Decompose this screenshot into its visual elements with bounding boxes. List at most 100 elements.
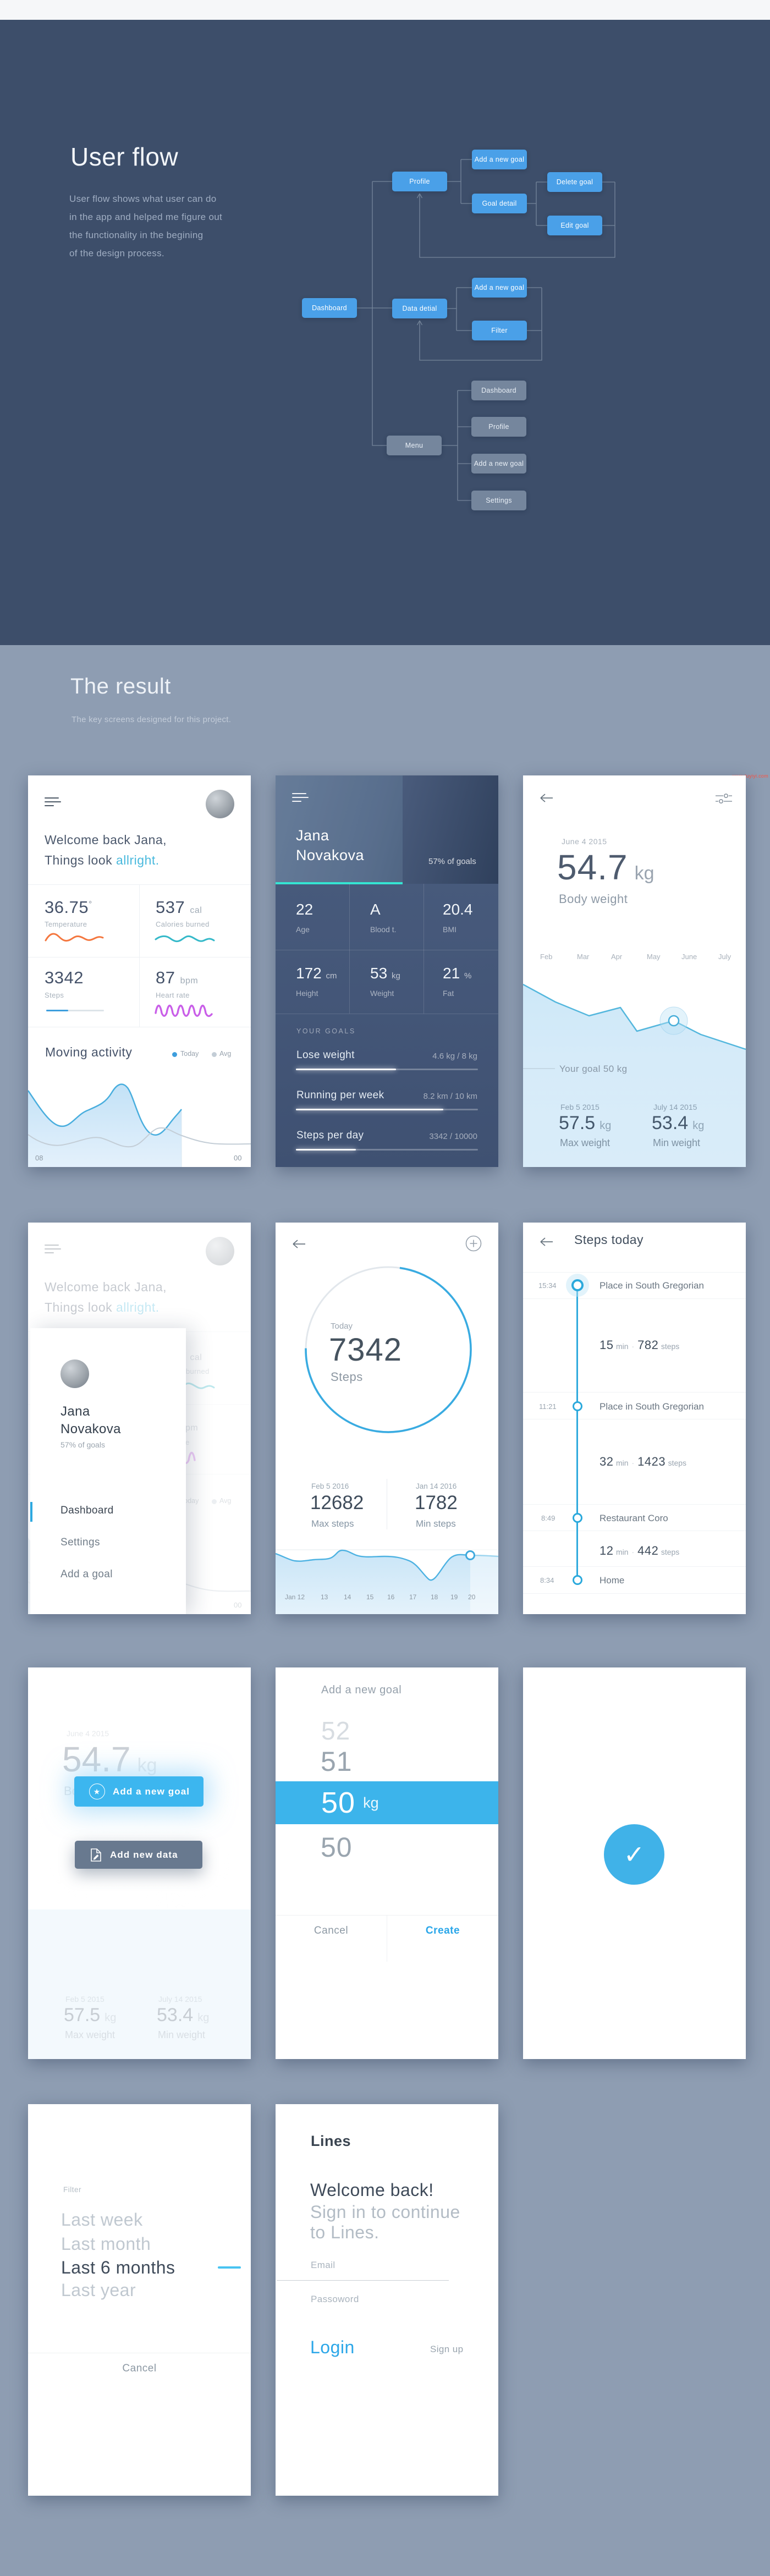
picker-value-above-1[interactable]: 51 (321, 1746, 353, 1777)
add-new-data-button[interactable]: Add new data (75, 1841, 202, 1869)
menu-item-settings[interactable]: Settings (61, 1537, 100, 1548)
hamburger-menu-icon[interactable] (292, 793, 309, 805)
legend-avg-label[interactable]: Avg (219, 1050, 232, 1058)
max-weight-label: Max weight (560, 1137, 610, 1148)
min-weight-label: Min weight (653, 1137, 701, 1148)
calories-value: 537 (156, 898, 185, 917)
weight-date: June 4 2015 (67, 1729, 109, 1738)
filter-tune-icon[interactable] (716, 793, 732, 804)
x-label: 13 (321, 1593, 328, 1601)
goal-name[interactable]: Running per week (296, 1089, 384, 1101)
timeline-point[interactable] (573, 1401, 582, 1411)
selected-option-dash (218, 2266, 241, 2269)
menu-item-dashboard[interactable]: Dashboard (61, 1505, 114, 1516)
entry-place[interactable]: Restaurant Coro (600, 1513, 668, 1523)
filter-option-last-6-months[interactable]: Last 6 months (61, 2258, 175, 2277)
entry-place[interactable]: Place in South Gregorian (600, 1280, 704, 1291)
picker-value-below-1[interactable]: 50 (321, 1832, 353, 1863)
segment-steps: 782 (637, 1338, 659, 1352)
timeline-point[interactable] (573, 1513, 582, 1523)
flow-node-menu: Menu (387, 436, 442, 455)
goal-name[interactable]: Steps per day (296, 1130, 364, 1141)
x-label: 20 (468, 1593, 476, 1601)
hamburger-menu-icon[interactable] (45, 797, 61, 809)
timeline-point[interactable] (571, 1279, 584, 1291)
result-subtitle: The key screens designed for this projec… (72, 715, 232, 724)
flow-node-menu-dashboard: Dashboard (471, 381, 526, 400)
entry-place[interactable]: Place in South Gregorian (600, 1401, 704, 1412)
success-check-circle[interactable]: ✓ (604, 1824, 664, 1885)
back-arrow-icon[interactable] (540, 793, 554, 803)
flow-node-profile: Profile (392, 172, 447, 191)
screen-menu: Welcome back Jana, Things look allright.… (28, 1223, 251, 1614)
entry-place[interactable]: Home (600, 1575, 625, 1586)
filter-option-last-week[interactable]: Last week (61, 2210, 143, 2230)
flowchart-connectors (357, 159, 615, 501)
welcome-line1: Welcome back Jana, (45, 1280, 167, 1294)
profile-header-photo (276, 775, 498, 884)
chart-fill (28, 1909, 251, 2059)
picker-value-above-2[interactable]: 52 (321, 1716, 351, 1745)
temperature-label: Temperature (45, 920, 87, 928)
drawer-avatar[interactable] (61, 1359, 89, 1388)
goal-value: 4.6 kg / 8 kg (432, 1052, 477, 1061)
blood-type-value: A (370, 901, 381, 918)
temperature-stat: 36.75° (45, 898, 92, 917)
heart-rate-value: 87 (156, 968, 175, 987)
signup-link[interactable]: Sign up (430, 2344, 464, 2354)
month-feb[interactable]: Feb (540, 953, 553, 961)
picker-create-button[interactable]: Create (425, 1925, 460, 1936)
back-arrow-icon[interactable] (292, 1239, 306, 1249)
weight-value: 53 kg (370, 965, 400, 982)
goal-name[interactable]: Lose weight (296, 1049, 355, 1061)
x-label: 19 (450, 1593, 458, 1601)
welcome-line2: Things look allright. (45, 1300, 160, 1315)
bmi-label: BMI (443, 925, 457, 934)
legend-avg-dot (212, 1052, 217, 1057)
segment-minutes: 12 (600, 1544, 614, 1557)
x-label: 17 (409, 1593, 417, 1601)
avatar[interactable] (206, 790, 234, 818)
add-new-goal-button[interactable]: ★ Add a new goal (74, 1776, 204, 1807)
filter-option-last-year[interactable]: Last year (61, 2280, 136, 2300)
divider (349, 884, 350, 1014)
password-field[interactable]: Passoword (311, 2294, 359, 2304)
screen-steps-ring: Today 7342 Steps Feb 5 2016 12682 Max st… (276, 1223, 498, 1614)
filter-option-last-month[interactable]: Last month (61, 2234, 151, 2254)
picker-cancel-button[interactable]: Cancel (314, 1925, 349, 1936)
steps-progress-fill (46, 1010, 68, 1011)
picker-selected-row[interactable]: 50 kg (276, 1781, 498, 1824)
month-may[interactable]: May (647, 953, 661, 961)
temperature-unit: ° (89, 899, 92, 909)
age-value: 22 (296, 901, 314, 918)
add-data-plus-icon[interactable] (465, 1235, 482, 1252)
steps-mini-chart (276, 1546, 498, 1614)
month-mar[interactable]: Mar (577, 953, 590, 961)
height-label: Height (296, 989, 318, 998)
min-steps-label: Min steps (416, 1518, 456, 1529)
month-june[interactable]: June (681, 953, 697, 961)
flow-node-menu-add-goal: Add a new goal (471, 454, 526, 474)
menu-item-add-goal[interactable]: Add a goal (61, 1568, 113, 1580)
login-button[interactable]: Login (310, 2337, 355, 2357)
month-july[interactable]: July (718, 953, 732, 961)
button-glow (34, 1744, 245, 1915)
activity-title: Moving activity (45, 1045, 133, 1059)
email-field[interactable]: Email (311, 2260, 336, 2270)
welcome-line1: Welcome back Jana, (45, 833, 167, 847)
flow-node-data-detail: Data detial (392, 299, 447, 318)
month-apr[interactable]: Apr (611, 953, 623, 961)
picker-selected-value: 50 (321, 1786, 356, 1819)
legend-today-label[interactable]: Today (180, 1050, 199, 1058)
x-label: 14 (344, 1593, 351, 1601)
segment-min-unit: min (615, 1458, 629, 1467)
filter-cancel-button[interactable]: Cancel (122, 2363, 157, 2374)
profile-header-progress-tint (276, 775, 403, 884)
back-arrow-icon[interactable] (540, 1237, 554, 1247)
hamburger-menu-icon (45, 1245, 61, 1256)
min-steps-date: Jan 14 2016 (416, 1482, 457, 1490)
legend-avg-dot (212, 1499, 217, 1504)
segment-steps-unit: steps (661, 1548, 680, 1556)
timeline-point[interactable] (573, 1575, 582, 1585)
